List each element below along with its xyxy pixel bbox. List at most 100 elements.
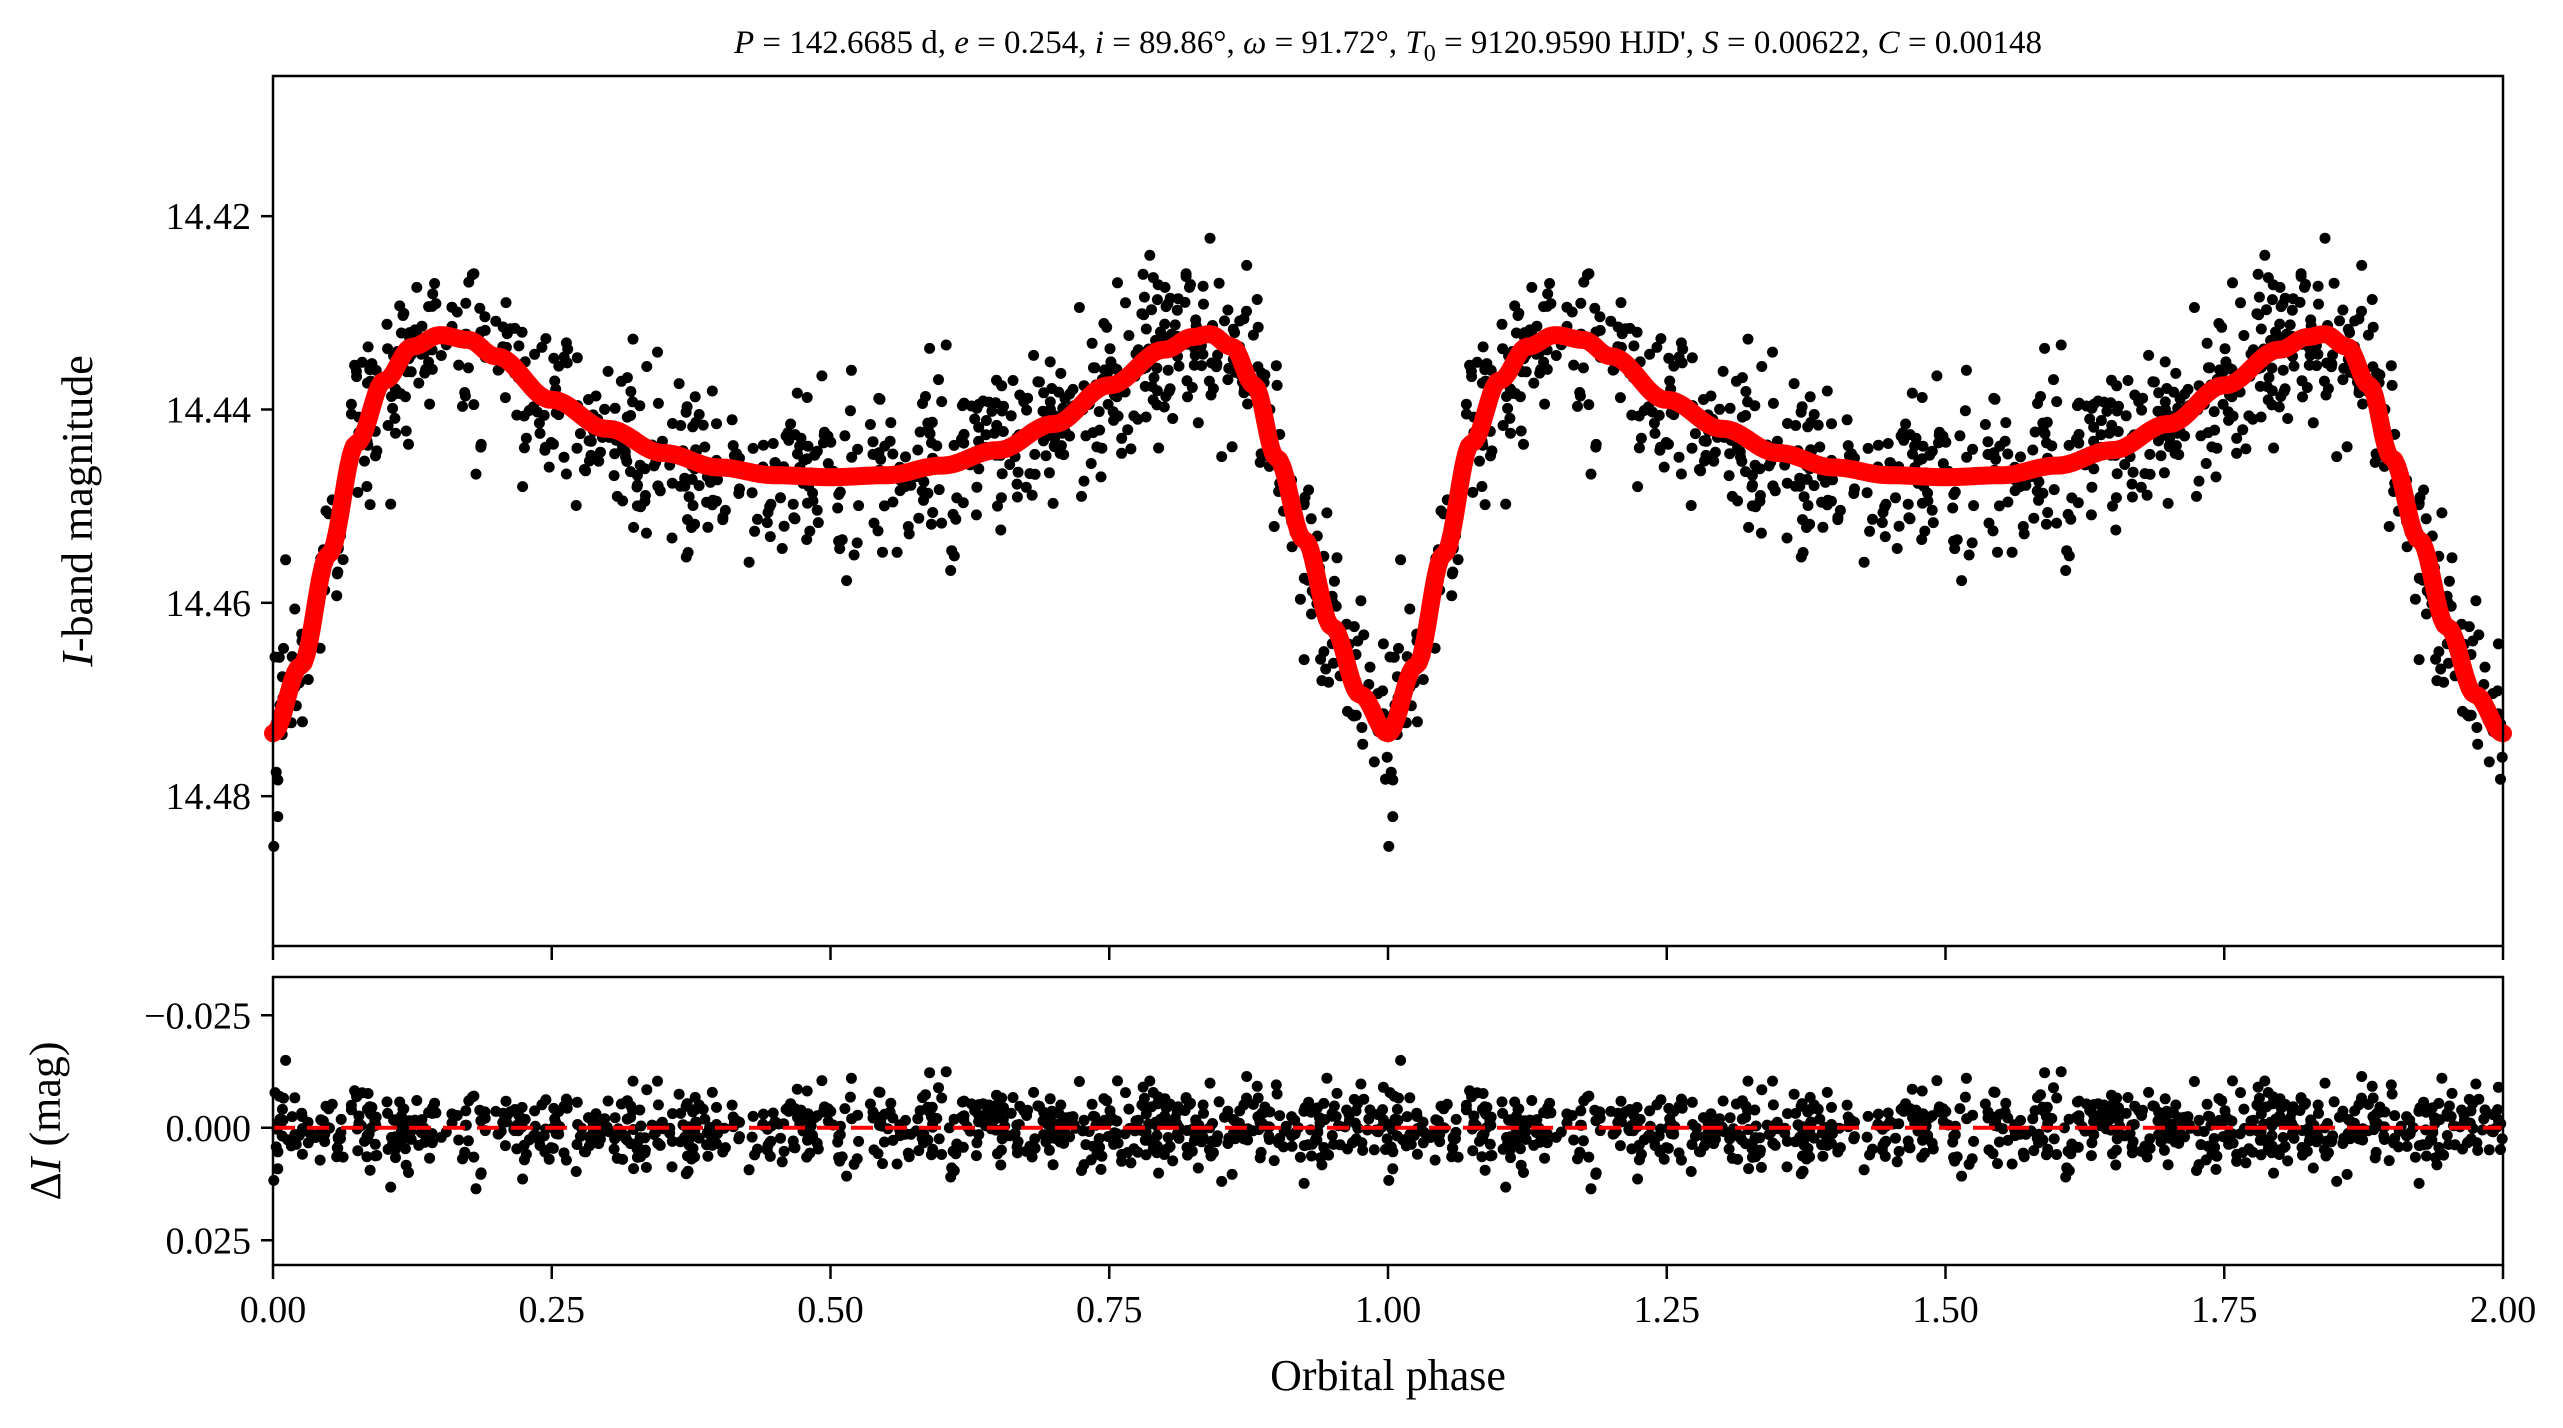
observation-point: [2039, 342, 2051, 354]
observation-point: [1664, 375, 1676, 387]
residual-point: [864, 1098, 876, 1110]
observation-point: [1714, 403, 1726, 415]
residual-point: [2463, 1093, 2475, 1105]
residual-point: [1258, 1107, 1270, 1118]
residual-point: [1323, 1149, 1335, 1161]
residual-point: [1926, 1110, 1938, 1122]
observation-point: [1966, 537, 1978, 549]
observation-point: [1318, 646, 1330, 658]
observation-point: [666, 532, 678, 544]
observation-point: [701, 496, 713, 508]
residual-point: [1651, 1099, 1663, 1111]
observation-point: [394, 300, 406, 312]
residual-point: [1805, 1103, 1817, 1115]
observation-point: [1512, 310, 1524, 321]
observation-point: [400, 425, 412, 437]
observation-point: [971, 481, 983, 493]
residual-point: [2479, 1104, 2491, 1116]
residual-point: [764, 1150, 776, 1162]
observation-point: [2136, 404, 2148, 416]
observation-point: [811, 445, 823, 457]
residual-point: [560, 1154, 572, 1166]
residual-point: [2472, 1144, 2484, 1156]
observation-point: [1148, 372, 1160, 384]
residual-point: [791, 1083, 803, 1095]
observation-point: [1021, 404, 1033, 416]
observation-point: [1709, 446, 1721, 458]
residual-point: [1383, 1174, 1395, 1186]
residual-point: [362, 1133, 374, 1145]
residual-point: [2441, 1130, 2453, 1141]
observation-point: [667, 418, 678, 429]
residual-point: [1139, 1134, 1151, 1146]
observation-point: [2020, 479, 2032, 491]
observation-point: [1093, 406, 1105, 418]
observation-point: [2073, 428, 2085, 440]
residual-point: [1391, 1103, 1403, 1115]
observation-point: [711, 418, 722, 430]
residual-point: [743, 1164, 755, 1176]
residual-point: [1418, 1126, 1430, 1138]
observation-point: [2179, 388, 2191, 400]
observation-point: [877, 546, 888, 558]
residual-point: [1916, 1085, 1928, 1097]
bottom-ylabel-italic: I: [21, 1155, 70, 1173]
observation-point: [1108, 414, 1120, 426]
observation-point: [2366, 294, 2378, 305]
residual-point: [1073, 1076, 1085, 1087]
residual-point: [1476, 1151, 1488, 1163]
residual-point: [970, 1150, 982, 1162]
residual-point: [1526, 1095, 1538, 1106]
observation-point: [2173, 449, 2185, 461]
observation-point: [891, 546, 903, 558]
observation-point: [2002, 448, 2014, 460]
observation-point: [973, 421, 985, 433]
observation-point: [302, 674, 314, 685]
observation-point: [2095, 429, 2107, 441]
residual-observations: [268, 1054, 2508, 1195]
residual-point: [1655, 1123, 1667, 1135]
observation-point: [1120, 297, 1131, 309]
observation-point: [1153, 442, 1165, 454]
observation-point: [690, 416, 702, 428]
residual-point: [2191, 1165, 2202, 1176]
residual-point: [1404, 1092, 1416, 1104]
title-segment: T: [1405, 25, 1426, 61]
observation-point: [1358, 629, 1370, 641]
residual-point: [701, 1139, 713, 1151]
residual-point: [1185, 1097, 1196, 1109]
residual-point: [1509, 1096, 1521, 1108]
residual-point: [1198, 1107, 1209, 1119]
title-segment: = 0.00148: [1900, 25, 2042, 61]
observation-point: [1381, 751, 1393, 763]
residual-point: [1156, 1115, 1168, 1127]
observation-point: [2063, 439, 2075, 451]
residual-point: [916, 1132, 928, 1144]
residual-point: [536, 1099, 548, 1111]
observation-point: [1356, 722, 1368, 733]
residual-point: [1726, 1152, 1738, 1164]
residual-point: [570, 1166, 582, 1177]
residual-point: [846, 1113, 858, 1125]
residual-point: [2017, 1147, 2029, 1159]
observation-point: [2492, 685, 2504, 697]
residual-point: [1213, 1096, 1225, 1108]
residual-point: [269, 1087, 281, 1099]
residual-point: [2277, 1101, 2289, 1113]
observation-point: [1937, 430, 1949, 442]
observation-point: [905, 479, 917, 491]
observation-point: [764, 531, 776, 543]
residual-point: [1891, 1156, 1903, 1168]
residual-point: [2414, 1102, 2426, 1114]
observation-point: [2409, 593, 2421, 605]
residual-point: [2051, 1149, 2063, 1160]
residual-point: [2318, 1144, 2330, 1156]
residual-point: [1364, 1104, 1376, 1116]
observation-point: [1515, 425, 1527, 437]
observation-point: [749, 525, 761, 537]
observation-point: [822, 430, 834, 442]
observation-point: [585, 435, 597, 447]
observation-point: [879, 440, 891, 452]
observation-point: [320, 505, 332, 517]
residual-point: [2271, 1115, 2283, 1127]
